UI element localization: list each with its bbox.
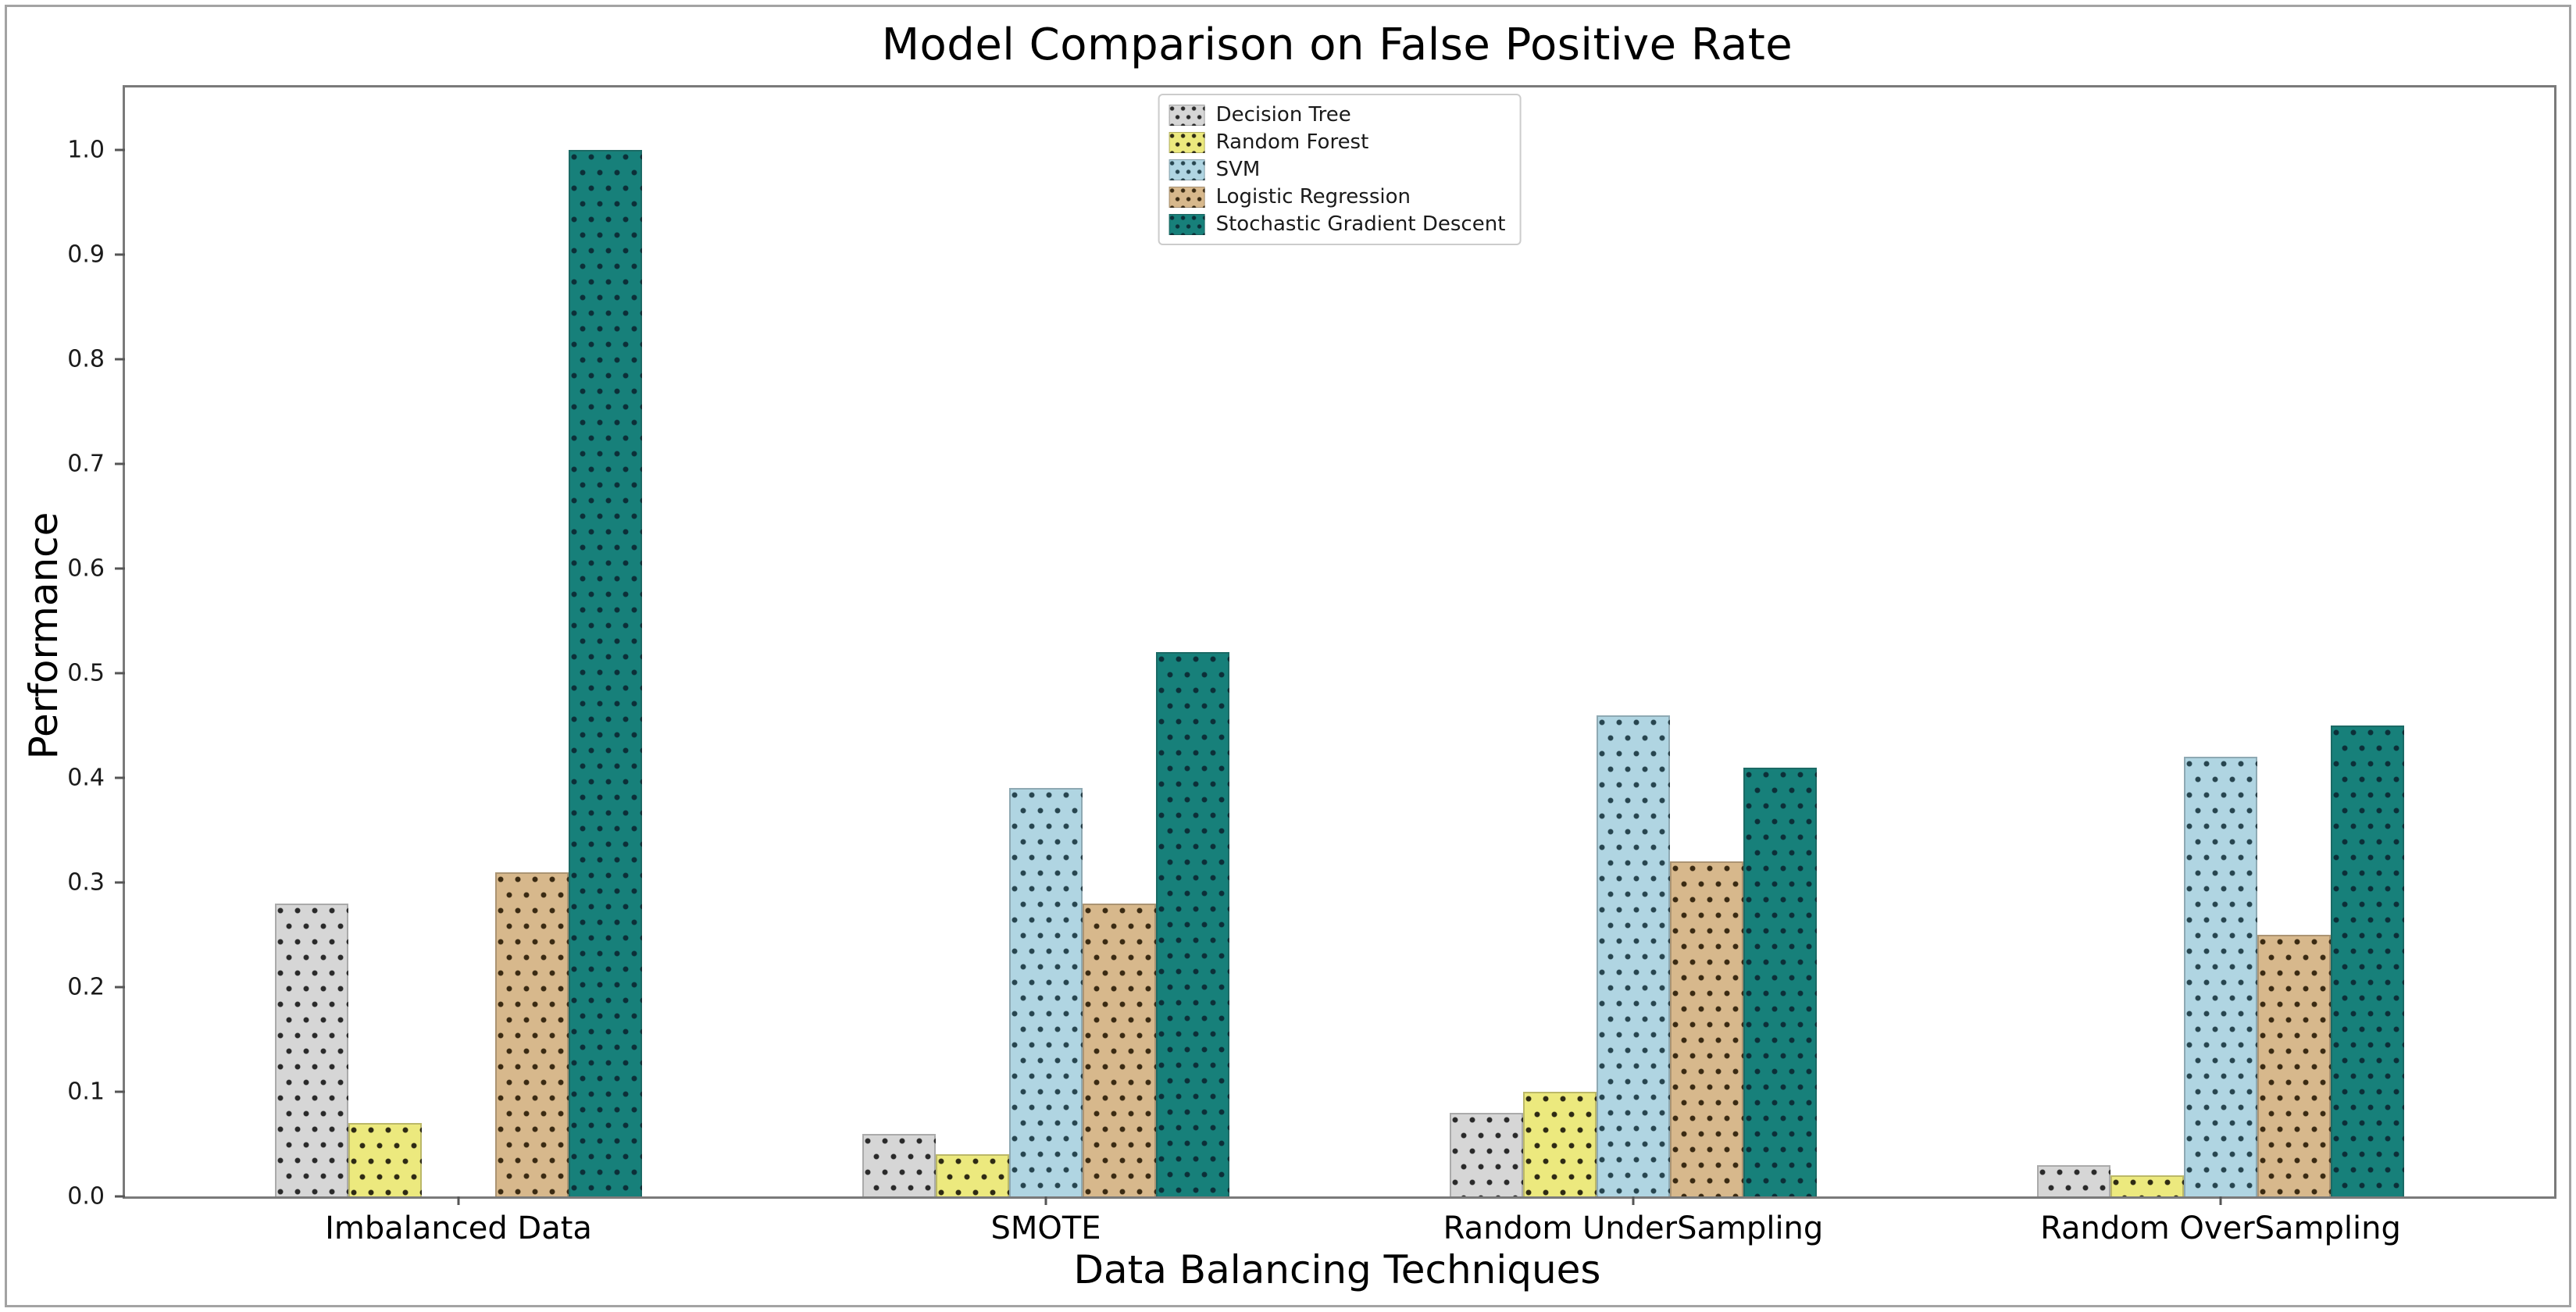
x-tick-label-random-oversampling: Random OverSampling	[2040, 1210, 2401, 1246]
legend-item-random-forest: Random Forest	[1168, 130, 1506, 154]
y-tick-mark-0.2	[115, 986, 125, 989]
bar-svm-random-oversampling	[2183, 757, 2257, 1196]
y-tick-mark-0.1	[115, 1090, 125, 1093]
legend: Decision Tree Random Forest SVM Logistic Re…	[1158, 94, 1522, 245]
bar-random-forest-smote	[936, 1154, 1009, 1196]
x-tick-label-imbalanced-data: Imbalanced Data	[325, 1210, 592, 1246]
y-tick-mark-0.6	[115, 567, 125, 570]
y-tick-mark-0.8	[115, 358, 125, 361]
bar-decision-tree-random-undersampling	[1449, 1113, 1523, 1196]
legend-label-logistic-regression: Logistic Regression	[1215, 185, 1411, 209]
legend-swatch-stochastic-gradient-descent	[1168, 213, 1205, 235]
bar-stochastic-gradient-descent-random-undersampling	[1743, 768, 1817, 1196]
y-tick-mark-1.0	[115, 148, 125, 152]
x-tick-label-smote: SMOTE	[990, 1210, 1101, 1246]
legend-label-stochastic-gradient-descent: Stochastic Gradient Descent	[1215, 212, 1506, 236]
x-tick-mark-random-oversampling	[2219, 1196, 2222, 1205]
bar-logistic-regression-random-undersampling	[1669, 861, 1743, 1196]
bar-random-forest-random-oversampling	[2110, 1175, 2184, 1196]
bar-random-forest-imbalanced-data	[348, 1123, 422, 1196]
legend-swatch-logistic-regression	[1168, 186, 1205, 208]
bar-logistic-regression-random-oversampling	[2257, 935, 2331, 1196]
legend-item-svm: SVM	[1168, 158, 1506, 181]
bar-logistic-regression-imbalanced-data	[495, 872, 569, 1196]
x-tick-label-random-undersampling: Random UnderSampling	[1443, 1210, 1824, 1246]
y-tick-label-1.0: 1.0	[67, 136, 105, 164]
y-tick-mark-0.3	[115, 881, 125, 884]
y-tick-label-0.3: 0.3	[67, 868, 105, 897]
y-axis-label: Performance	[21, 388, 66, 760]
y-tick-label-0.7: 0.7	[67, 450, 105, 478]
y-tick-label-0.1: 0.1	[67, 1078, 105, 1106]
bar-random-forest-random-undersampling	[1522, 1092, 1597, 1196]
y-tick-label-0.2: 0.2	[67, 973, 105, 1001]
y-tick-mark-0.4	[115, 776, 125, 779]
y-tick-label-0.0: 0.0	[67, 1182, 105, 1210]
x-axis-label: Data Balancing Techniques	[1073, 1247, 1601, 1292]
legend-item-stochastic-gradient-descent: Stochastic Gradient Descent	[1168, 212, 1506, 236]
legend-label-svm: SVM	[1215, 158, 1261, 181]
y-tick-label-0.5: 0.5	[67, 659, 105, 687]
bar-stochastic-gradient-descent-smote	[1156, 652, 1229, 1196]
legend-swatch-random-forest	[1168, 131, 1205, 153]
y-tick-mark-0.9	[115, 253, 125, 256]
bar-stochastic-gradient-descent-imbalanced-data	[569, 150, 642, 1196]
legend-swatch-decision-tree	[1168, 104, 1205, 126]
y-tick-mark-0.0	[115, 1195, 125, 1198]
y-tick-label-0.6: 0.6	[67, 554, 105, 583]
legend-item-logistic-regression: Logistic Regression	[1168, 185, 1506, 209]
y-tick-label-0.4: 0.4	[67, 764, 105, 792]
figure-frame: Model Comparison on False Positive Rate …	[5, 5, 2571, 1307]
y-axis-label-text: Performance	[21, 512, 66, 760]
y-tick-mark-0.7	[115, 462, 125, 465]
x-tick-mark-random-undersampling	[1632, 1196, 1635, 1205]
legend-label-decision-tree: Decision Tree	[1215, 103, 1351, 127]
y-tick-label-0.8: 0.8	[67, 345, 105, 373]
bar-logistic-regression-smote	[1083, 904, 1156, 1196]
y-tick-label-0.9: 0.9	[67, 241, 105, 269]
plot-area: 0.0 0.1 0.2 0.3 0.4 0.5 0.6 0.7 0.8 0.9 1.0 Imbala…	[67, 85, 2556, 1246]
legend-item-decision-tree: Decision Tree	[1168, 103, 1506, 127]
bar-decision-tree-random-oversampling	[2036, 1165, 2110, 1196]
chart-title: Model Comparison on False Positive Rate	[881, 20, 1793, 70]
bar-decision-tree-smote	[862, 1134, 936, 1196]
legend-label-random-forest: Random Forest	[1215, 130, 1369, 154]
bar-svm-random-undersampling	[1596, 715, 1670, 1196]
bar-stochastic-gradient-descent-random-oversampling	[2330, 726, 2404, 1196]
x-tick-mark-imbalanced-data	[457, 1196, 460, 1205]
bar-svm-smote	[1009, 788, 1083, 1196]
x-tick-mark-smote	[1044, 1196, 1047, 1205]
bar-decision-tree-imbalanced-data	[275, 904, 348, 1196]
y-tick-mark-0.5	[115, 672, 125, 675]
legend-swatch-svm	[1168, 159, 1205, 180]
